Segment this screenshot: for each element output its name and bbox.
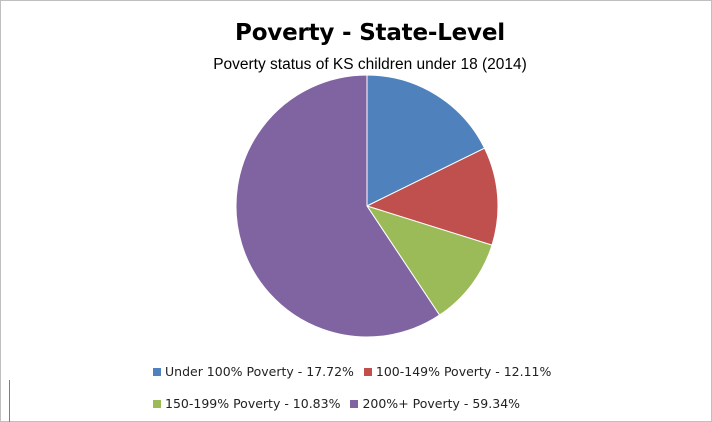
- chart-title: Poverty - State-Level: [235, 20, 505, 46]
- legend-item-150-199: 150-199% Poverty - 10.83%: [153, 396, 340, 411]
- legend-swatch: [153, 400, 161, 408]
- legend-label: Under 100% Poverty - 17.72%: [165, 364, 354, 379]
- legend-item-100-149: 100-149% Poverty - 12.11%: [363, 364, 552, 379]
- chart-subtitle: Poverty status of KS children under 18 (…: [213, 56, 527, 73]
- divider-line: [9, 380, 10, 422]
- legend-label: 200%+ Poverty - 59.34%: [362, 396, 521, 411]
- legend-row: 150-199% Poverty - 10.83% 200%+ Poverty …: [153, 396, 526, 411]
- pie-slice-under-100: [366, 74, 486, 207]
- legend-swatch: [153, 368, 161, 376]
- legend-label: 150-199% Poverty - 10.83%: [165, 396, 341, 411]
- legend-label: 100-149% Poverty - 12.11%: [375, 364, 552, 379]
- pie-slice-100-149: [365, 147, 499, 246]
- legend-swatch: [350, 400, 359, 408]
- legend-item-under-100: Under 100% Poverty - 17.72%: [153, 364, 354, 379]
- legend-swatch: [363, 368, 372, 376]
- pie-slice-150-199: [365, 205, 493, 316]
- legend-item-200-plus: 200%+ Poverty - 59.34%: [350, 396, 520, 411]
- pie-slice-200-plus: [235, 74, 441, 338]
- legend-row: Under 100% Poverty - 17.72% 100-149% Pov…: [153, 364, 557, 379]
